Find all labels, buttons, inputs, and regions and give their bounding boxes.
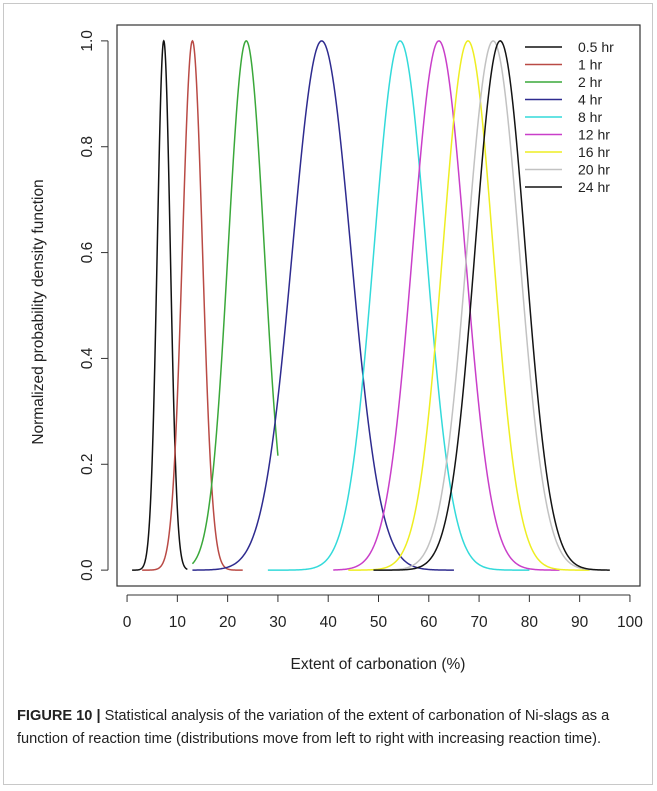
figure-caption: FIGURE 10 | Statistical analysis of the …	[17, 705, 642, 751]
x-tick-label: 50	[370, 614, 388, 631]
legend-label: 0.5 hr	[578, 39, 614, 55]
legend-label: 4 hr	[578, 92, 602, 108]
x-axis: 0 10 20 30 40 50 60 70 80 90 100	[123, 594, 643, 631]
series-line-20-hr	[378, 40, 605, 571]
series-line-0-5-hr	[132, 39, 188, 571]
y-tick-label: 0.4	[79, 347, 96, 369]
series-line-2-hr	[191, 40, 279, 565]
series-line-8-hr	[267, 40, 530, 571]
x-axis-label: Extent of carbonation (%)	[291, 656, 466, 673]
legend-label: 1 hr	[578, 57, 602, 73]
x-tick-label: 10	[169, 614, 187, 631]
y-tick-label: 1.0	[79, 30, 96, 52]
legend-label: 20 hr	[578, 162, 610, 178]
figure-panel	[3, 3, 653, 785]
x-tick-label: 80	[521, 614, 539, 631]
series-line-24-hr	[373, 40, 610, 571]
plot-area-frame	[116, 24, 641, 587]
legend-label: 8 hr	[578, 109, 602, 125]
x-tick-label: 20	[219, 614, 237, 631]
legend-label: 16 hr	[578, 144, 610, 160]
series-line-12-hr	[333, 40, 560, 571]
y-tick-label: 0.6	[79, 242, 96, 264]
pdf-line-chart: 0 10 20 30 40 50 60 70 80 90 100 0.0 0.2 0.4 0.6 0.8 1.…	[30, 24, 643, 673]
series-lines	[132, 39, 610, 571]
caption-text: Statistical analysis of the variation of…	[17, 708, 610, 747]
series-line-16-hr	[348, 40, 590, 571]
x-tick-label: 0	[123, 614, 132, 631]
caption-lead: FIGURE 10 |	[17, 708, 101, 724]
x-tick-label: 60	[420, 614, 438, 631]
y-tick-label: 0.0	[79, 559, 96, 581]
series-line-1-hr	[142, 39, 243, 571]
y-axis: 0.0 0.2 0.4 0.6 0.8 1.0	[79, 30, 109, 581]
y-tick-label: 0.8	[79, 136, 96, 158]
y-tick-label: 0.2	[79, 453, 96, 475]
x-tick-label: 100	[617, 614, 643, 631]
x-tick-label: 40	[320, 614, 338, 631]
x-tick-label: 90	[571, 614, 589, 631]
series-line-4-hr	[192, 40, 454, 571]
legend-label: 12 hr	[578, 127, 610, 143]
x-tick-label: 30	[269, 614, 287, 631]
legend-label: 2 hr	[578, 74, 602, 90]
y-axis-label: Normalized probability density function	[30, 179, 47, 444]
x-tick-label: 70	[470, 614, 488, 631]
legend-label: 24 hr	[578, 179, 610, 195]
